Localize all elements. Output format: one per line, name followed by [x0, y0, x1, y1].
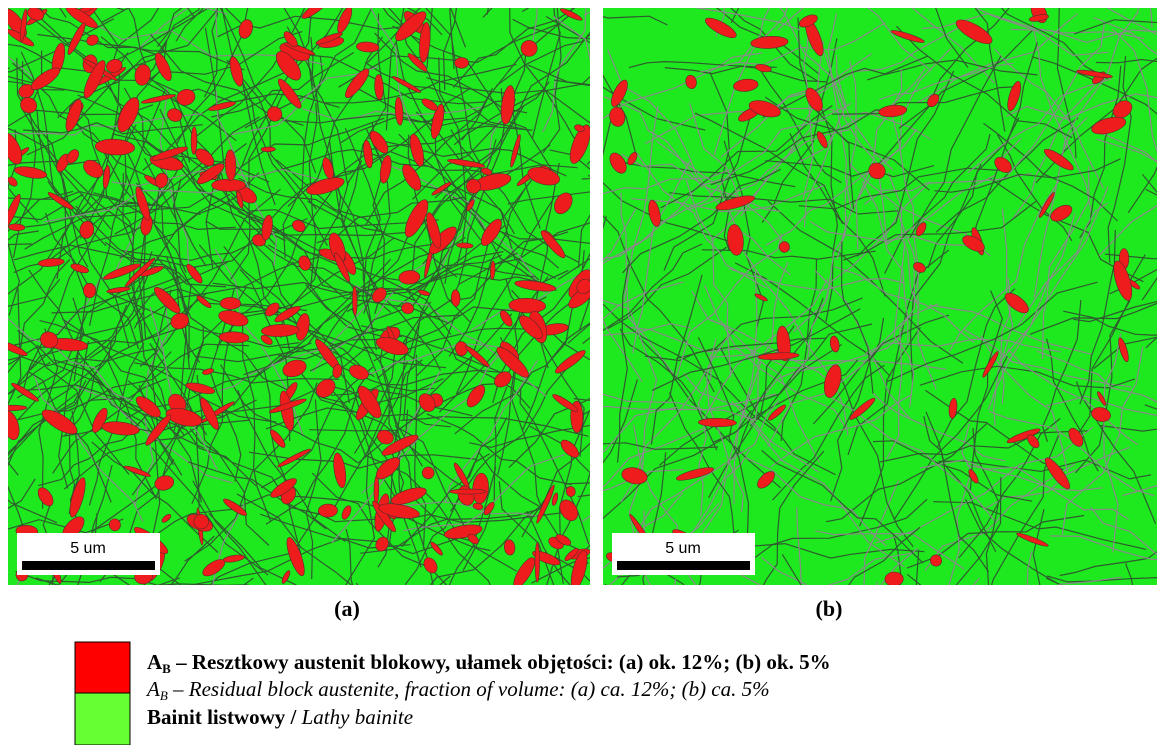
- austenite-island: [450, 489, 487, 494]
- grain-boundary: [1046, 578, 1164, 658]
- grain-boundary: [907, 574, 1043, 745]
- grain-boundary: [267, 0, 299, 8]
- grain-boundary: [1126, 564, 1164, 740]
- legend-text-en: Lathy bainite: [302, 705, 413, 729]
- austenite-island: [454, 57, 468, 68]
- austenite-island: [779, 241, 790, 252]
- legend-text: Bainit listwowy /: [147, 705, 296, 729]
- legend-text: – Residual block austenite, fraction of …: [173, 677, 770, 701]
- scale-bar-label: 5 um: [70, 540, 106, 557]
- austenite-island: [352, 286, 357, 315]
- scale-bar: [617, 561, 750, 570]
- figure: 5 um 5 um (a) (b): [0, 0, 1164, 745]
- scale-bar-label: 5 um: [665, 540, 701, 557]
- austenite-island: [261, 147, 275, 152]
- grain-boundary: [356, 583, 487, 656]
- panel-label: (a): [334, 596, 360, 621]
- figure-page: {"panels": [ {"label": "(a)", "scale_bar…: [0, 0, 1164, 745]
- legend-symbol: A: [147, 677, 160, 701]
- austenite-island: [535, 543, 540, 583]
- austenite-island: [212, 179, 246, 191]
- austenite-island: [374, 476, 379, 505]
- legend-swatch-austenite: [75, 642, 130, 693]
- legend-entry: AB – Resztkowy austenit blokowy, ułamek …: [147, 650, 831, 675]
- legend-subscript: B: [160, 688, 168, 703]
- legend-text: – Resztkowy austenit blokowy, ułamek obj…: [176, 650, 831, 674]
- grain-boundary: [36, 578, 194, 635]
- legend-swatch-bainite: [75, 693, 130, 745]
- grain-boundary: [0, 573, 23, 743]
- scale-bar: [22, 561, 155, 570]
- austenite-island: [191, 127, 197, 155]
- legend-entry: Bainit listwowy / Lathy bainite: [147, 705, 413, 730]
- austenite-island: [220, 297, 241, 309]
- legend-subscript: B: [162, 661, 171, 676]
- legend-entry-en: AB – Residual block austenite, fraction …: [147, 677, 770, 702]
- panel-label: (b): [816, 596, 843, 621]
- grain-boundary: [830, 578, 979, 672]
- legend-symbol: A: [147, 650, 162, 674]
